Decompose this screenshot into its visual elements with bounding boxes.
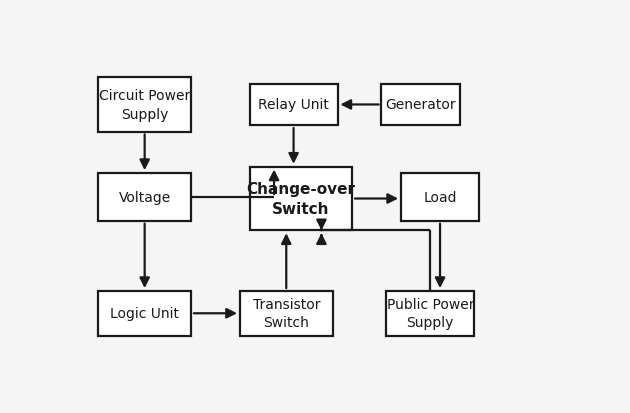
Bar — [381, 85, 459, 126]
Text: Change-over
Switch: Change-over Switch — [246, 182, 355, 216]
Text: Generator: Generator — [385, 98, 456, 112]
Text: Public Power
Supply: Public Power Supply — [387, 297, 474, 330]
Bar — [249, 167, 352, 231]
Bar — [98, 173, 191, 221]
Text: Transistor
Switch: Transistor Switch — [253, 297, 320, 330]
Bar — [401, 173, 479, 221]
Bar — [249, 85, 338, 126]
Bar — [98, 291, 191, 336]
Bar — [386, 291, 474, 336]
Bar — [240, 291, 333, 336]
Bar — [98, 78, 191, 132]
Text: Voltage: Voltage — [118, 190, 171, 204]
Text: Logic Unit: Logic Unit — [110, 306, 179, 320]
Text: Circuit Power
Supply: Circuit Power Supply — [99, 89, 190, 121]
Text: Load: Load — [423, 190, 457, 204]
Text: Relay Unit: Relay Unit — [258, 98, 329, 112]
